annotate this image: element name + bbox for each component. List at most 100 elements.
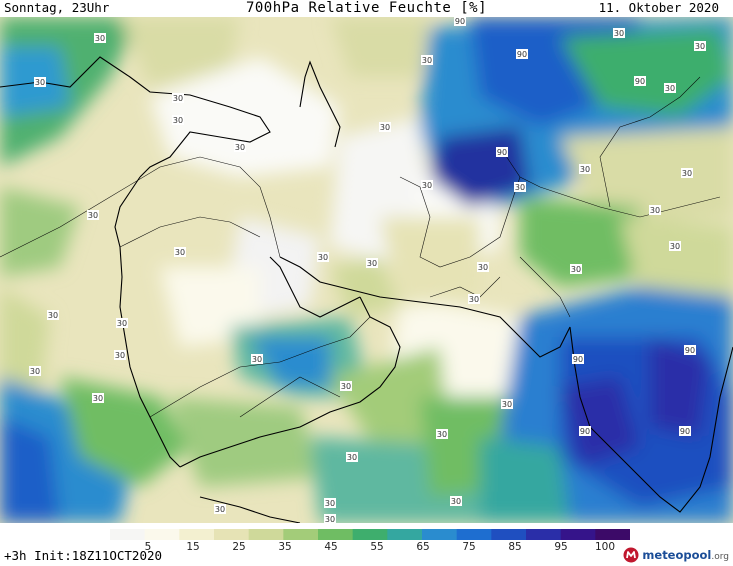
contour-label: 30 — [92, 393, 104, 403]
svg-text:30: 30 — [478, 263, 488, 272]
colorbar-tick-label: 45 — [324, 541, 338, 553]
svg-text:30: 30 — [380, 123, 390, 132]
svg-text:30: 30 — [682, 169, 692, 178]
contour-label: 30 — [346, 452, 358, 462]
contour-label: 30 — [681, 168, 693, 178]
contour-label: 30 — [477, 262, 489, 272]
contour-label: 30 — [214, 504, 226, 514]
contour-label: 30 — [172, 115, 184, 125]
svg-text:90: 90 — [455, 17, 465, 26]
colorbar-cell — [110, 529, 146, 540]
contour-label: 30 — [114, 350, 126, 360]
svg-text:30: 30 — [580, 165, 590, 174]
contour-label: 30 — [172, 93, 184, 103]
svg-text:30: 30 — [252, 355, 262, 364]
colorbar-cell — [214, 529, 250, 540]
svg-text:30: 30 — [571, 265, 581, 274]
svg-text:30: 30 — [318, 253, 328, 262]
svg-text:90: 90 — [680, 427, 690, 436]
svg-text:30: 30 — [48, 311, 58, 320]
svg-text:30: 30 — [502, 400, 512, 409]
contour-label: 30 — [317, 252, 329, 262]
meteopool-logo[interactable]: meteopool.org — [623, 547, 729, 563]
contour-label: 90 — [454, 17, 466, 26]
colorbar-cell — [560, 529, 596, 540]
svg-text:30: 30 — [215, 505, 225, 514]
contour-label: 30 — [664, 83, 676, 93]
colorbar-tick-label: 95 — [554, 541, 568, 553]
svg-text:30: 30 — [115, 351, 125, 360]
contour-label: 30 — [116, 318, 128, 328]
humidity-field — [0, 17, 733, 523]
map-title: 700hPa Relative Feuchte [%] — [245, 0, 488, 16]
svg-text:30: 30 — [422, 56, 432, 65]
colorbar-cell — [318, 529, 354, 540]
svg-text:90: 90 — [497, 148, 507, 157]
coastlines — [0, 56, 733, 523]
colorbar-tick-label: 55 — [370, 541, 384, 553]
svg-text:30: 30 — [650, 206, 660, 215]
svg-text:30: 30 — [451, 497, 461, 506]
contour-label: 30 — [613, 28, 625, 38]
contour-label: 30 — [514, 182, 526, 192]
contour-label: 30 — [436, 429, 448, 439]
svg-text:30: 30 — [341, 382, 351, 391]
svg-text:30: 30 — [670, 242, 680, 251]
contour-label: 30 — [450, 496, 462, 506]
svg-text:30: 30 — [173, 116, 183, 125]
meteopool-logo-icon — [623, 547, 639, 563]
svg-text:30: 30 — [325, 499, 335, 508]
svg-text:30: 30 — [117, 319, 127, 328]
colorbar-tick-label: 35 — [278, 541, 292, 553]
contour-label: 90 — [496, 147, 508, 157]
colorbar-cell — [248, 529, 284, 540]
contour-label: 30 — [34, 77, 46, 87]
colorbar-cell — [144, 529, 180, 540]
contour-label: 90 — [684, 345, 696, 355]
contour-label: 30 — [669, 241, 681, 251]
contour-label: 30 — [366, 258, 378, 268]
contour-label: 30 — [694, 41, 706, 51]
colorbar-cell — [526, 529, 562, 540]
contour-label: 30 — [87, 210, 99, 220]
colorbar-cell — [352, 529, 388, 540]
svg-text:90: 90 — [685, 346, 695, 355]
svg-text:30: 30 — [325, 515, 335, 523]
svg-text:30: 30 — [35, 78, 45, 87]
contour-labels: 90 90 90 90 90 90 90 90 30 30 30 30 30 30 30 30 30 30 30 30… — [29, 17, 706, 523]
country-borders — [0, 76, 721, 418]
svg-text:30: 30 — [665, 84, 675, 93]
colorbar-tick-label: 85 — [508, 541, 522, 553]
contour-label: 30 — [421, 55, 433, 65]
colorbar-tick-label: 100 — [594, 541, 616, 553]
colorbar-cell — [179, 529, 215, 540]
svg-text:90: 90 — [635, 77, 645, 86]
svg-text:30: 30 — [175, 248, 185, 257]
colorbar-cell — [595, 529, 630, 540]
forecast-day-label: Sonntag, 23Uhr — [4, 0, 110, 15]
contour-label: 30 — [47, 310, 59, 320]
contour-label: 30 — [340, 381, 352, 391]
colorbar-tick-label: 75 — [462, 541, 476, 553]
contour-label: 30 — [468, 294, 480, 304]
contour-label: 90 — [679, 426, 691, 436]
svg-text:30: 30 — [93, 394, 103, 403]
colorbar-tick-label: 25 — [232, 541, 246, 553]
svg-text:30: 30 — [367, 259, 377, 268]
humidity-colorbar — [110, 529, 630, 540]
svg-text:90: 90 — [580, 427, 590, 436]
contour-label: 30 — [251, 354, 263, 364]
svg-text:30: 30 — [30, 367, 40, 376]
contour-label: 30 — [570, 264, 582, 274]
logo-tld: .org — [711, 552, 729, 562]
contour-label: 30 — [324, 514, 336, 523]
colorbar-cell — [387, 529, 423, 540]
contour-label: 30 — [579, 164, 591, 174]
contour-label: 90 — [579, 426, 591, 436]
init-time-label: +3h Init:18Z11OCT2020 — [4, 548, 163, 563]
logo-name: meteopool — [642, 548, 712, 562]
contour-label: 30 — [94, 33, 106, 43]
contour-label: 90 — [572, 354, 584, 364]
contour-label: 30 — [649, 205, 661, 215]
contour-label: 30 — [324, 498, 336, 508]
